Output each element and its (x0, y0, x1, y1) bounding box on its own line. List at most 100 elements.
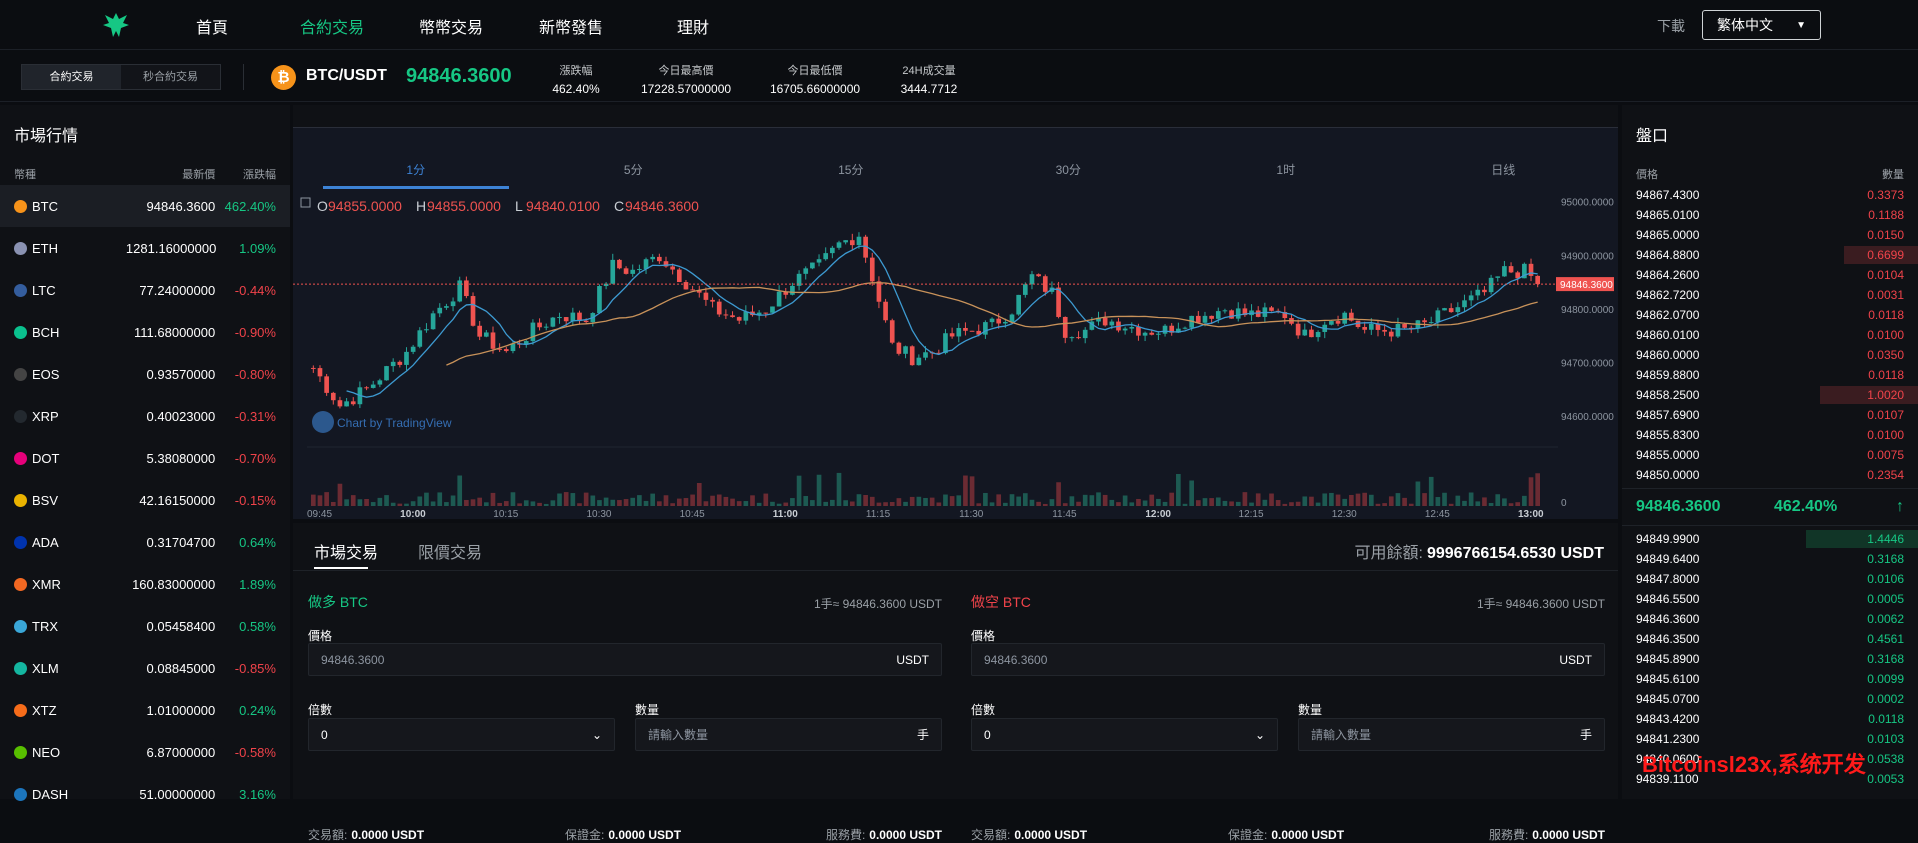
stat-change: 漲跌幅 462.40% (552, 65, 600, 96)
market-row[interactable]: BSV 42.16150000 -0.15% (0, 479, 290, 521)
candle-body (617, 259, 622, 269)
ask-row[interactable]: 94862.7200 0.0031 (1622, 285, 1918, 305)
ask-row[interactable]: 94864.2600 0.0104 (1622, 265, 1918, 285)
nav-spot[interactable]: 幣幣交易 (419, 20, 484, 37)
ask-row[interactable]: 94858.2500 1.0020 (1622, 385, 1918, 405)
mid-price: 94846.3600 (1636, 498, 1721, 515)
bid-row[interactable]: 94840.0600 0.0538 (1622, 749, 1918, 769)
bid-row[interactable]: 94846.5500 0.0005 (1622, 589, 1918, 609)
bid-row[interactable]: 94849.9900 1.4446 (1622, 529, 1918, 549)
ask-row[interactable]: 94855.8300 0.0100 (1622, 425, 1918, 445)
tab-market-order[interactable]: 市場交易 (314, 545, 379, 562)
market-row[interactable]: DOT 5.38080000 -0.70% (0, 437, 290, 479)
market-row[interactable]: XTZ 1.01000000 0.24% (0, 689, 290, 731)
timeframe-tab[interactable]: 5分 (623, 163, 643, 177)
ask-row[interactable]: 94867.4300 0.3373 (1622, 185, 1918, 205)
ask-row[interactable]: 94855.0000 0.0075 (1622, 445, 1918, 465)
nav-ipo[interactable]: 新幣發售 (539, 20, 604, 37)
ask-row[interactable]: 94865.0100 0.1188 (1622, 205, 1918, 225)
ask-row[interactable]: 94865.0000 0.0150 (1622, 225, 1918, 245)
coin-change: 0.58% (239, 618, 276, 634)
candle-body (417, 330, 423, 347)
market-row[interactable]: NEO 6.87000000 -0.58% (0, 731, 290, 773)
sell-qty-input[interactable]: 請輸入數量手 (1298, 718, 1605, 751)
nav-finance[interactable]: 理財 (677, 20, 710, 37)
sell-price-field[interactable]: 94846.3600 USDT (971, 643, 1605, 676)
bid-row[interactable]: 94846.3500 0.4561 (1622, 629, 1918, 649)
ask-row[interactable]: 94859.8800 0.0118 (1622, 365, 1918, 385)
mode-contract[interactable]: 合約交易 (22, 65, 121, 89)
bid-row[interactable]: 94845.0700 0.0002 (1622, 689, 1918, 709)
volume-bar (1388, 496, 1394, 506)
bid-row[interactable]: 94847.8000 0.0106 (1622, 569, 1918, 589)
market-title: 市場行情 (14, 128, 79, 145)
bid-row[interactable]: 94845.6100 0.0099 (1622, 669, 1918, 689)
ask-row[interactable]: 94850.0000 0.2354 (1622, 465, 1918, 485)
volume-bar (1195, 500, 1201, 506)
market-row[interactable]: BTC 94846.3600 462.40% (0, 185, 290, 227)
volume-bar (1122, 495, 1128, 506)
market-row[interactable]: ETH 1281.16000000 1.09% (0, 227, 290, 269)
sell-form: 做空 BTC 1手≈ 94846.3600 USDT 價格 94846.3600… (971, 571, 1605, 842)
book-price: 94845.8900 (1636, 652, 1700, 666)
market-row[interactable]: XMR 160.83000000 1.89% (0, 563, 290, 605)
volume-bar (830, 499, 835, 506)
candle-body (1355, 320, 1361, 328)
mode-seconds[interactable]: 秒合約交易 (143, 71, 198, 83)
y-tick-label: 94600.0000 (1561, 412, 1614, 423)
bid-row[interactable]: 94846.3600 0.0062 (1622, 609, 1918, 629)
language-select[interactable]: 繁体中文 ▼ (1702, 10, 1821, 40)
volume-bar (1488, 502, 1494, 506)
ask-row[interactable]: 94864.8800 0.6699 (1622, 245, 1918, 265)
volume-bar (517, 503, 522, 506)
candle-body (1089, 321, 1095, 330)
nav-contract[interactable]: 合約交易 (300, 20, 365, 37)
download-link[interactable]: 下載 (1657, 18, 1685, 34)
market-row[interactable]: XLM 0.08845000 -0.85% (0, 647, 290, 689)
volume-bar (1102, 494, 1108, 506)
bid-row[interactable]: 94839.1100 0.0053 (1622, 769, 1918, 789)
candle-body (1488, 277, 1494, 293)
market-row[interactable]: LTC 77.24000000 -0.44% (0, 269, 290, 311)
timeframe-tab[interactable]: 1时 (1276, 163, 1296, 177)
buy-leverage-select[interactable]: 0 ⌄ (308, 718, 615, 751)
bid-row[interactable]: 94841.2300 0.0103 (1622, 729, 1918, 749)
timeframe-tab[interactable]: 日线 (1491, 163, 1516, 177)
buy-qty-input[interactable]: 請輸入數量手 (635, 718, 942, 751)
book-price: 94839.1100 (1636, 772, 1699, 786)
volume-bar (916, 496, 922, 506)
volume-bar (543, 503, 549, 506)
volume-bar (450, 495, 456, 506)
candle-body (1182, 327, 1188, 329)
bid-row[interactable]: 94845.8900 0.3168 (1622, 649, 1918, 669)
candle-body (923, 352, 928, 358)
ask-row[interactable]: 94860.0000 0.0350 (1622, 345, 1918, 365)
x-tick-label: 10:30 (586, 509, 611, 519)
market-row[interactable]: XRP 0.40023000 -0.31% (0, 395, 290, 437)
timeframe-tab[interactable]: 1分 (307, 155, 525, 191)
bid-row[interactable]: 94843.4200 0.0118 (1622, 709, 1918, 729)
nav-home[interactable]: 首頁 (196, 20, 229, 37)
candle-body (1202, 315, 1208, 323)
bid-row[interactable]: 94849.6400 0.3168 (1622, 549, 1918, 569)
candle-body (1315, 331, 1321, 338)
ask-row[interactable]: 94857.6900 0.0107 (1622, 405, 1918, 425)
logo-icon[interactable] (100, 9, 132, 41)
ask-row[interactable]: 94860.0100 0.0100 (1622, 325, 1918, 345)
ask-row[interactable]: 94862.0700 0.0118 (1622, 305, 1918, 325)
market-row[interactable]: EOS 0.93570000 -0.80% (0, 353, 290, 395)
candle-body (1395, 323, 1401, 337)
bitcoin-icon: ₿ (271, 65, 296, 90)
sell-leverage-select[interactable]: 0 ⌄ (971, 718, 1278, 751)
tab-limit-order[interactable]: 限價交易 (418, 545, 483, 562)
timeframe-tab[interactable]: 30分 (1055, 163, 1081, 177)
volume-bar (989, 502, 995, 506)
buy-price-field[interactable]: 94846.3600 USDT (308, 643, 942, 676)
market-row[interactable]: BCH 111.68000000 -0.90% (0, 311, 290, 353)
market-row[interactable]: TRX 0.05458400 0.58% (0, 605, 290, 647)
market-row[interactable]: ADA 0.31704700 0.64% (0, 521, 290, 563)
expand-icon (300, 197, 311, 208)
candlestick-chart[interactable]: 95000.0000 94900.0000 94800.0000 94700.0000… (293, 105, 1618, 519)
market-row[interactable]: DASH 51.00000000 3.16% (0, 773, 290, 815)
timeframe-tab[interactable]: 15分 (838, 163, 864, 177)
